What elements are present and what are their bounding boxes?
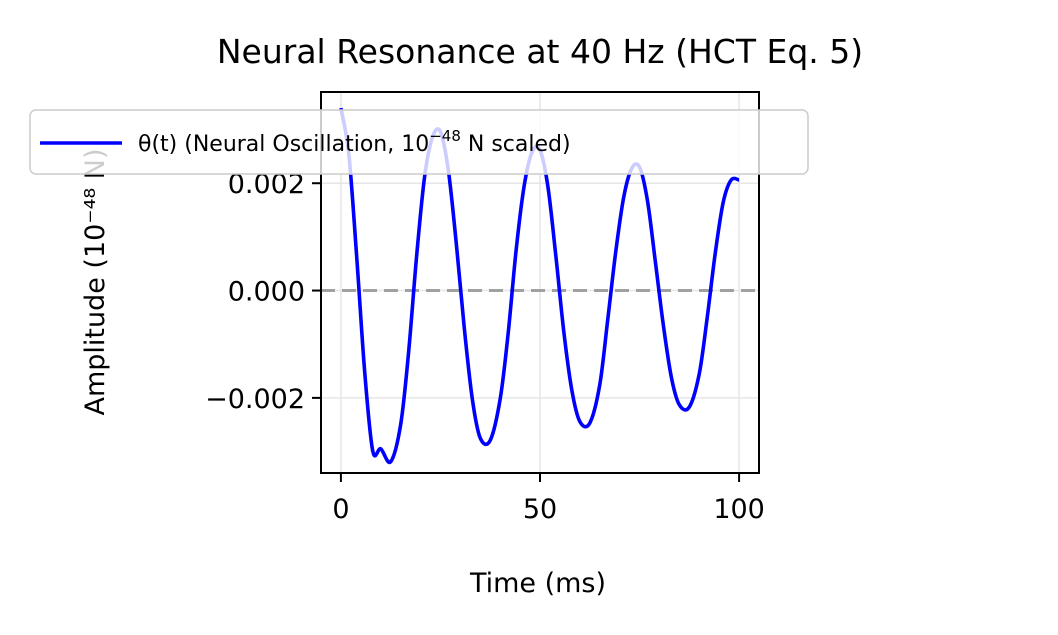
x-tick-label: 100 [713,494,765,525]
legend-box [29,109,809,175]
y-tick-label: −0.002 [205,384,305,415]
legend-exponent: −48 [429,127,461,145]
x-tick-label: 50 [523,494,557,525]
legend-tail: N scaled) [461,132,571,157]
legend-entry: θ(t) (Neural Oscillation, 10−48 N scaled… [138,127,571,157]
y-axis-label: Amplitude (10⁻⁴⁸ N) [80,148,111,415]
x-ticks: 0 50 100 [332,473,765,525]
x-tick-label: 0 [332,494,349,525]
y-tick-label: 0.000 [228,277,305,308]
legend-main: θ(t) (Neural Oscillation, 10 [138,132,429,157]
x-axis-label: Time (ms) [469,568,606,599]
legend: θ(t) (Neural Oscillation, 10−48 N scaled… [29,109,809,175]
chart-title: Neural Resonance at 40 Hz (HCT Eq. 5) [217,32,863,71]
